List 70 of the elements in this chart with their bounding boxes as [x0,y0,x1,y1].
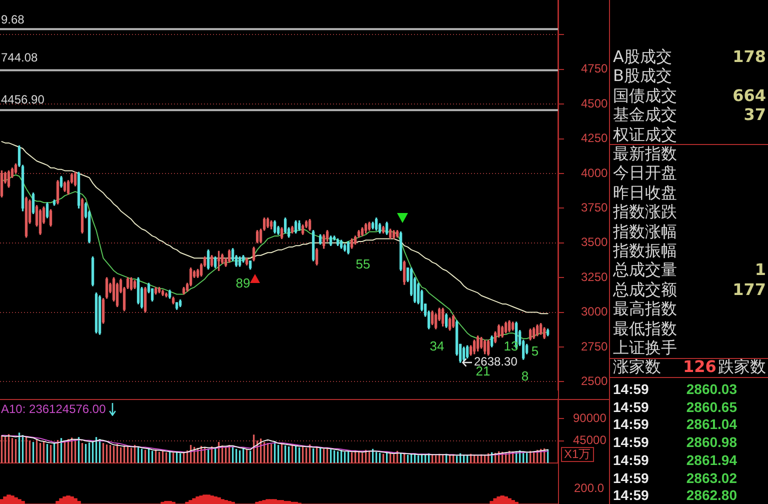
annotation: 8 [521,368,529,384]
data-label: 2860.03 [686,381,737,397]
data-label: 2863.02 [686,470,737,486]
annotation: 5 [531,344,539,359]
y-tick-label: 3750 [581,200,608,214]
text: 177 [732,280,766,299]
y-tick-label: 2750 [581,339,608,354]
text: 37 [744,105,766,124]
category-label: 总成交额 [613,280,677,299]
category-label: 上证换手 [613,338,677,357]
bar [76,500,81,504]
category-label: 14:59 [613,434,649,450]
annotation: 55 [356,256,370,272]
text: 跌家数 [718,357,766,376]
y-tick-label: 90000 [573,411,607,426]
text: 126 [683,357,716,376]
annotation: 744.08 [1,50,38,64]
annotation: 89 [236,276,250,291]
category-label: 14:59 [613,487,649,504]
data-label: 2861.94 [686,452,737,468]
bar [20,500,25,504]
text: 178 [732,47,766,66]
category-label: 权证成交 [613,124,677,144]
category-label: B股成交 [613,66,672,86]
y-tick-label: 4750 [581,62,608,76]
category-label: 国债成交 [613,86,677,105]
y-tick-label: 4500 [581,96,608,110]
category-label: 基金成交 [613,105,677,124]
data-label: 2862.80 [686,487,737,504]
annotation: 34 [430,338,444,354]
y-tick-label: 45000 [573,433,607,448]
data-label: 2861.04 [686,416,737,432]
annotation: 13 [504,338,518,354]
data-label: 2860.65 [686,398,737,415]
y-tick-label: 4000 [581,166,608,180]
ref-line-label: 4456.90 [1,92,45,106]
category-label: 昨日收盘 [613,182,677,202]
category-label: 涨家数 [613,357,661,376]
category-label: 最新指数 [613,144,677,163]
annotation: A10: 236124576.00 [1,402,106,416]
category-label: 指数振幅 [613,241,677,260]
annotation: 9.68 [1,12,25,26]
category-label: 总成交量 [613,260,677,280]
bar [73,498,78,504]
y-tick-label: 2500 [581,374,608,388]
bar [280,500,284,504]
category-label: A股成交 [613,47,672,66]
y-tick-label: 3250 [581,270,608,284]
bar [510,500,515,504]
category-label: 最高指数 [613,299,677,318]
category-label: 指数涨跌 [613,202,677,222]
bar [507,498,512,504]
text: 664 [732,86,766,105]
category-label: 指数涨幅 [613,222,677,241]
bar [224,500,228,504]
text: 1 [754,260,766,280]
category-label: 14:59 [613,381,649,397]
y-tick-label: 3000 [581,304,608,319]
data-label: 2860.98 [686,434,737,450]
category-label: 14:59 [613,452,649,468]
y-tick-label: 4250 [581,131,608,146]
y-tick-label: 3500 [581,235,608,250]
category-label: 最低指数 [613,318,677,338]
text: 200.0 [574,481,604,495]
y-axis-title: X1万 [561,447,594,462]
category-label: 14:59 [613,398,649,415]
category-label: 14:59 [613,416,649,432]
category-label: 今日开盘 [613,163,677,182]
bar [17,499,22,504]
category-label: 14:59 [613,470,649,486]
